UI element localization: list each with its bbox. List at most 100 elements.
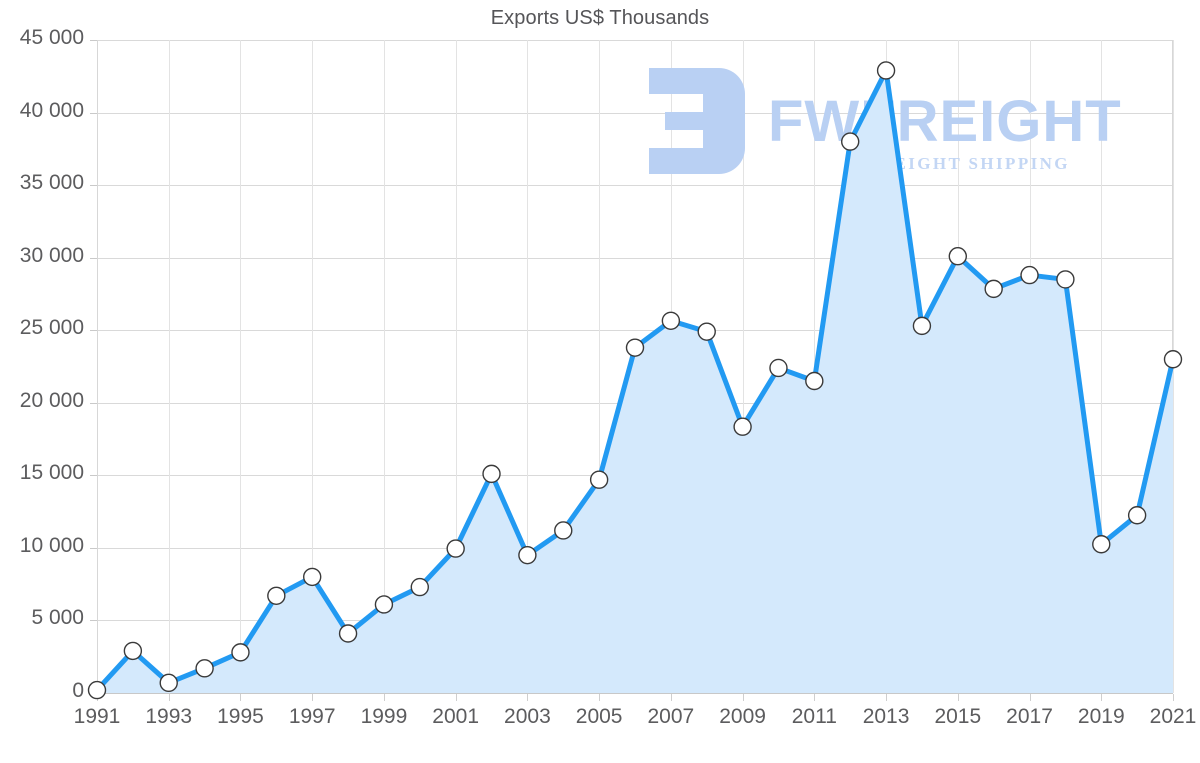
data-point-marker[interactable] [625, 338, 645, 357]
data-point-marker[interactable] [1127, 506, 1147, 525]
data-point-marker[interactable] [267, 586, 286, 605]
data-point-marker[interactable] [410, 577, 429, 597]
x-axis-tick-mark [743, 694, 744, 701]
y-axis-tick-label: 30 000 [19, 243, 84, 267]
series-markers [87, 61, 1183, 700]
y-axis-tick-label: 20 000 [19, 388, 84, 412]
gridline-vertical [743, 40, 744, 693]
x-axis-tick-label: 1999 [360, 705, 408, 728]
data-point-marker[interactable] [769, 358, 788, 378]
y-axis-tick-mark [90, 185, 97, 186]
x-axis-tick-mark [814, 694, 815, 701]
x-axis-tick-mark [958, 694, 959, 701]
x-axis-baseline [97, 693, 1173, 694]
data-point-marker[interactable] [1056, 270, 1075, 289]
y-axis-tick-mark [90, 40, 97, 41]
chart-title: Exports US$ Thousands [490, 7, 710, 29]
y-axis-tick-mark [90, 475, 97, 476]
y-axis-tick-mark [90, 403, 97, 404]
data-point-marker[interactable] [231, 643, 250, 662]
data-point-marker[interactable] [518, 545, 537, 565]
gridline-vertical [527, 40, 528, 693]
gridline-vertical [1101, 40, 1102, 693]
data-point-marker[interactable] [374, 595, 394, 614]
x-axis-tick-label: 1995 [217, 705, 264, 728]
y-axis-tick-mark [90, 620, 97, 621]
y-axis-tick-mark [90, 113, 97, 114]
y-axis-tick-label: 0 [72, 679, 84, 702]
y-axis-tick-label: 45 000 [19, 26, 84, 49]
x-axis-tick-label: 2003 [504, 705, 551, 728]
y-axis-tick-labels: 0 5 000 10 000 15 000 20 000 25 000 30 000 35 0… [0, 0, 97, 763]
y-axis-tick-label: 40 000 [19, 98, 84, 122]
y-axis-tick-mark [90, 548, 97, 549]
data-point-marker[interactable] [1020, 265, 1039, 285]
data-point-marker[interactable] [805, 371, 824, 391]
x-axis-tick-label: 2009 [719, 705, 766, 728]
x-axis-tick-label: 1993 [145, 705, 193, 728]
data-point-marker[interactable] [589, 470, 609, 489]
data-point-marker[interactable] [159, 673, 178, 693]
x-axis-tick-label: 2015 [934, 705, 982, 728]
data-point-marker[interactable] [303, 567, 322, 587]
plot-left-border [97, 40, 98, 694]
x-axis-tick-label: 1997 [288, 705, 336, 728]
gridline-vertical [384, 40, 385, 693]
data-point-marker[interactable] [338, 624, 358, 643]
gridline-vertical [240, 40, 241, 693]
x-axis-tick-mark [169, 694, 170, 701]
gridline-horizontal [97, 330, 1173, 331]
data-point-marker[interactable] [948, 247, 967, 266]
data-point-marker[interactable] [482, 464, 501, 484]
gridline-horizontal [97, 258, 1173, 259]
data-point-marker[interactable] [841, 132, 860, 151]
y-axis-tick-label: 10 000 [19, 533, 84, 557]
x-axis-tick-mark [886, 694, 887, 701]
y-axis-tick-label: 25 000 [19, 316, 84, 340]
data-point-marker[interactable] [984, 279, 1003, 299]
x-axis-tick-mark [240, 694, 241, 701]
gridline-vertical [599, 40, 600, 693]
x-axis-tick-mark [456, 694, 457, 701]
gridline-vertical [456, 40, 457, 693]
x-axis-tick-mark [1030, 694, 1031, 701]
x-axis-tick-label: 2013 [862, 705, 910, 728]
gridline-vertical [169, 40, 170, 693]
x-axis-tick-label: 2007 [647, 705, 695, 728]
data-point-marker[interactable] [697, 322, 716, 341]
x-axis-tick-label: 2005 [575, 705, 623, 728]
x-axis-tick-label: 2011 [791, 705, 837, 728]
y-axis-tick-label: 15 000 [19, 461, 84, 485]
data-point-marker[interactable] [195, 659, 214, 678]
series-area-fill [97, 70, 1173, 694]
data-point-marker[interactable] [87, 680, 107, 700]
x-axis-tick-mark [599, 694, 600, 701]
x-axis-tick-label: 1991 [73, 705, 121, 728]
data-point-marker[interactable] [554, 521, 573, 540]
data-point-marker[interactable] [912, 316, 932, 336]
x-axis-tick-mark [671, 694, 672, 701]
gridline-horizontal [97, 113, 1173, 114]
y-axis-tick-label: 5 000 [31, 606, 84, 630]
gridline-vertical [312, 40, 313, 693]
x-axis-tick-mark [1173, 694, 1174, 701]
data-point-marker[interactable] [1163, 350, 1183, 369]
data-point-marker[interactable] [446, 539, 465, 558]
x-axis-tick-label: 2001 [432, 705, 480, 728]
data-point-marker[interactable] [123, 641, 143, 661]
x-axis-tick-mark [312, 694, 313, 701]
data-point-marker[interactable] [733, 417, 752, 436]
data-point-marker[interactable] [1092, 535, 1111, 554]
y-axis-tick-label: 35 000 [19, 171, 84, 195]
x-axis-tick-label: 2021 [1149, 705, 1197, 728]
x-axis-tick-mark [527, 694, 528, 701]
gridline-horizontal [97, 185, 1173, 186]
data-point-marker[interactable] [876, 61, 896, 80]
y-axis-tick-mark [90, 258, 97, 259]
gridline-horizontal [97, 40, 1173, 41]
x-axis-tick-label: 2019 [1077, 705, 1125, 728]
x-axis-tick-mark [1101, 694, 1102, 701]
data-point-marker[interactable] [661, 311, 681, 330]
